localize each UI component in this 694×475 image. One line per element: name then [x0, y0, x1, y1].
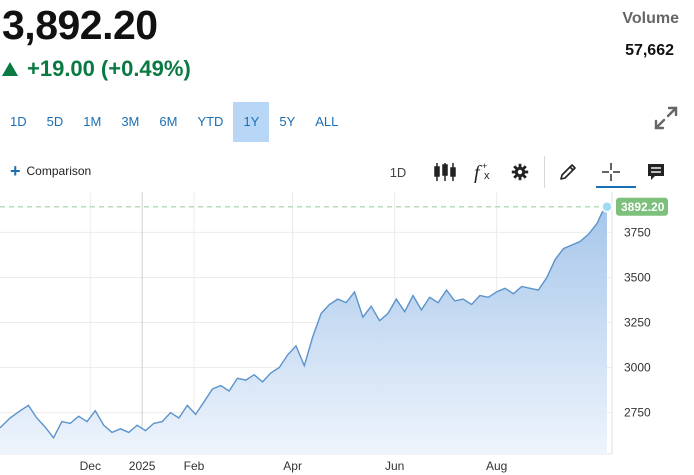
y-tick-label: 2750: [624, 406, 651, 420]
svg-text:+: +: [482, 161, 487, 171]
range-all[interactable]: ALL: [315, 114, 339, 129]
x-tick-label: Apr: [283, 459, 302, 473]
gear-icon[interactable]: [508, 160, 532, 184]
change-percent: (+0.49%): [100, 56, 191, 81]
expand-icon[interactable]: [652, 104, 680, 132]
range-3m[interactable]: 3M: [121, 114, 140, 129]
svg-text:f: f: [474, 162, 482, 183]
range-selector: 1D 5D 1M 3M 6M YTD 1Y 5Y ALL: [0, 102, 348, 142]
comment-icon[interactable]: [644, 160, 668, 184]
up-triangle-icon: [2, 62, 18, 76]
range-1y[interactable]: 1Y: [233, 102, 270, 142]
x-tick-label: Jun: [385, 459, 404, 473]
range-6m[interactable]: 6M: [159, 114, 178, 129]
range-5d[interactable]: 5D: [46, 114, 64, 129]
price-chart[interactable]: 3892.20 2750 3000 3250 3500 3750 Dec 2025 Feb A…: [0, 192, 694, 475]
last-price-badge-label: 3892.20: [621, 200, 665, 214]
range-ytd[interactable]: YTD: [197, 114, 224, 129]
chart-toolbar: + Comparison 1D f x +: [0, 152, 694, 192]
range-5y[interactable]: 5Y: [279, 114, 296, 129]
last-price: 3,892.20: [2, 2, 158, 48]
last-price-dot: [601, 201, 613, 213]
range-1d[interactable]: 1D: [10, 114, 27, 129]
volume-label: Volume: [622, 10, 679, 27]
toolbar-divider: [544, 156, 545, 188]
comparison-button[interactable]: + Comparison: [10, 161, 92, 181]
price-area: [0, 206, 607, 454]
y-axis: 2750 3000 3250 3500 3750: [624, 225, 651, 419]
y-tick-label: 3000: [624, 361, 651, 375]
interval-button[interactable]: 1D: [389, 164, 407, 180]
svg-text:x: x: [484, 170, 490, 182]
pencil-icon[interactable]: [556, 160, 580, 184]
function-icon[interactable]: f x +: [470, 160, 496, 184]
y-tick-label: 3500: [624, 270, 651, 284]
candlestick-icon[interactable]: [432, 160, 458, 184]
plus-icon: +: [10, 161, 21, 181]
change-value: +19.00: [27, 56, 95, 81]
x-tick-label: Aug: [486, 459, 507, 473]
crosshair-icon[interactable]: [598, 160, 624, 184]
x-axis: Dec 2025 Feb Apr Jun Aug: [80, 459, 508, 473]
price-change: +19.00 (+0.49%): [2, 56, 191, 82]
x-tick-label: Feb: [184, 459, 205, 473]
price-line: [0, 206, 608, 440]
x-tick-label: Dec: [80, 459, 101, 473]
volume-value: 57,662: [625, 42, 674, 59]
comparison-label: Comparison: [26, 164, 92, 178]
y-tick-label: 3750: [624, 225, 651, 239]
crosshair-active-indicator: [596, 186, 636, 188]
range-1m[interactable]: 1M: [83, 114, 102, 129]
last-price-badge: [616, 197, 668, 216]
x-tick-label: 2025: [129, 459, 156, 473]
y-tick-label: 3250: [624, 315, 651, 329]
